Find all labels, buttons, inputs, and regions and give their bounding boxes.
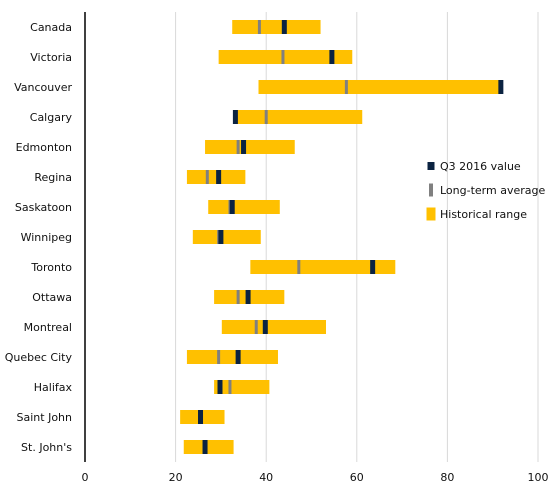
- legend-swatch: [429, 183, 433, 197]
- range-bar: [186, 350, 278, 364]
- legend-item: Historical range: [426, 207, 527, 221]
- legend-swatch: [427, 162, 435, 170]
- average-marker: [257, 20, 261, 34]
- category-label: Canada: [30, 21, 72, 34]
- average-marker: [228, 380, 232, 394]
- category-label: Quebec City: [5, 351, 73, 364]
- category-label: Calgary: [30, 111, 73, 124]
- legend: Q3 2016 value Long-term average Historical…: [426, 160, 545, 221]
- q3-value-marker: [216, 170, 222, 184]
- average-marker: [254, 320, 258, 334]
- category-label: Toronto: [30, 261, 72, 274]
- q3-value-marker: [198, 410, 204, 424]
- range-bar: [221, 320, 326, 334]
- average-marker: [344, 80, 348, 94]
- range-bar: [218, 50, 353, 64]
- range-bar: [192, 230, 261, 244]
- q3-value-marker: [370, 260, 376, 274]
- category-label: Edmonton: [16, 141, 72, 154]
- q3-value-marker: [232, 110, 238, 124]
- x-tick-label: 0: [82, 471, 89, 484]
- category-label: Winnipeg: [21, 231, 72, 244]
- x-tick-label: 100: [528, 471, 549, 484]
- q3-value-marker: [245, 290, 251, 304]
- q3-value-marker: [229, 200, 235, 214]
- category-label: Saskatoon: [15, 201, 72, 214]
- category-label: Halifax: [34, 381, 73, 394]
- x-tick-label: 80: [440, 471, 454, 484]
- legend-label: Historical range: [440, 208, 527, 221]
- q3-value-marker: [241, 140, 247, 154]
- category-label: St. John's: [21, 441, 72, 454]
- category-labels: Canada Victoria Vancouver Calgary Edmonton Re…: [5, 21, 73, 454]
- x-tick-label: 20: [169, 471, 183, 484]
- range-bar: [250, 260, 396, 274]
- range-bar: [183, 440, 234, 454]
- category-label: Victoria: [30, 51, 72, 64]
- plot-area: [180, 20, 504, 454]
- q3-value-marker: [218, 230, 224, 244]
- range-bar: [258, 80, 500, 94]
- legend-label: Q3 2016 value: [440, 160, 521, 173]
- category-label: Regina: [34, 171, 72, 184]
- category-label: Montreal: [24, 321, 72, 334]
- category-label: Ottawa: [32, 291, 72, 304]
- average-marker: [205, 170, 209, 184]
- average-marker: [217, 350, 221, 364]
- average-marker: [297, 260, 301, 274]
- average-marker: [281, 50, 285, 64]
- q3-value-marker: [329, 50, 335, 64]
- q3-value-marker: [281, 20, 287, 34]
- x-tick-label: 40: [259, 471, 273, 484]
- legend-swatch: [426, 207, 436, 221]
- average-marker: [264, 110, 268, 124]
- x-tick-label: 60: [350, 471, 364, 484]
- q3-value-marker: [498, 80, 504, 94]
- average-marker: [236, 140, 240, 154]
- average-marker: [236, 290, 240, 304]
- range-bar: [205, 140, 295, 154]
- legend-item: Long-term average: [429, 183, 545, 197]
- q3-value-marker: [235, 350, 241, 364]
- range-bar: [208, 200, 280, 214]
- range-bar: [214, 380, 270, 394]
- q3-value-marker: [262, 320, 268, 334]
- range-bar: [232, 20, 321, 34]
- range-bar: [235, 110, 363, 124]
- legend-label: Long-term average: [440, 184, 545, 197]
- legend-item: Q3 2016 value: [427, 160, 521, 173]
- q3-value-marker: [217, 380, 223, 394]
- x-axis-tick-labels: 0 20 40 60 80 100: [82, 471, 549, 484]
- category-label: Vancouver: [14, 81, 72, 94]
- q3-value-marker: [202, 440, 208, 454]
- category-label: Saint John: [17, 411, 73, 424]
